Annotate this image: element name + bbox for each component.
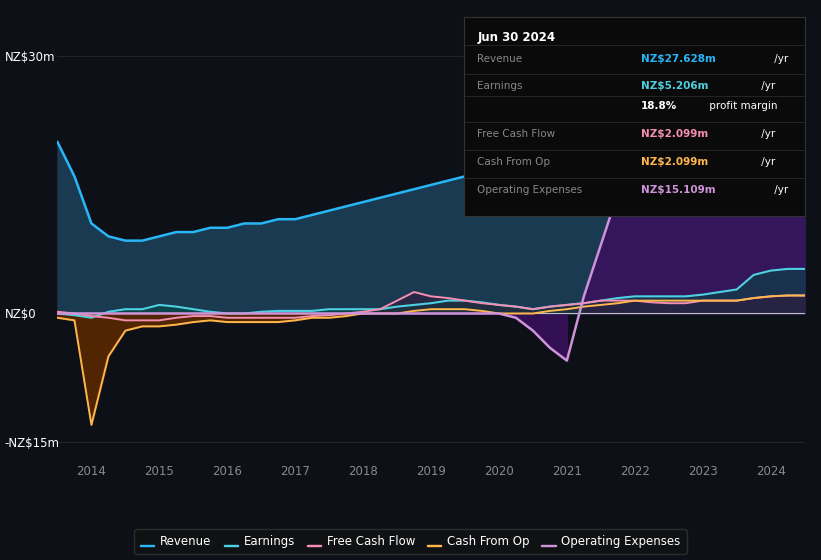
Text: /yr: /yr [758,81,775,91]
Text: NZ$2.099m: NZ$2.099m [641,157,709,167]
Legend: Revenue, Earnings, Free Cash Flow, Cash From Op, Operating Expenses: Revenue, Earnings, Free Cash Flow, Cash … [135,529,686,554]
Text: /yr: /yr [770,54,788,63]
Text: /yr: /yr [758,157,775,167]
Text: NZ$5.206m: NZ$5.206m [641,81,709,91]
Text: NZ$15.109m: NZ$15.109m [641,185,716,195]
Text: Operating Expenses: Operating Expenses [478,185,583,195]
Text: Cash From Op: Cash From Op [478,157,551,167]
Text: Revenue: Revenue [478,54,523,63]
Text: Jun 30 2024: Jun 30 2024 [478,31,556,44]
Text: NZ$2.099m: NZ$2.099m [641,129,709,139]
Text: /yr: /yr [770,185,788,195]
Text: NZ$27.628m: NZ$27.628m [641,54,716,63]
Text: Free Cash Flow: Free Cash Flow [478,129,556,139]
Text: 18.8%: 18.8% [641,101,677,111]
Text: /yr: /yr [758,129,775,139]
Text: Earnings: Earnings [478,81,523,91]
Text: profit margin: profit margin [706,101,777,111]
